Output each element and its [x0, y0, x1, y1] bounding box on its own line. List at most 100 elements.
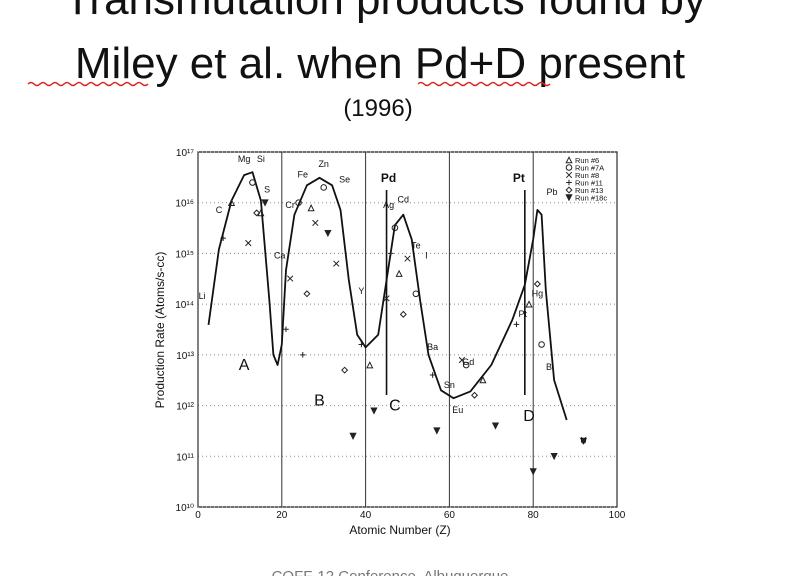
point — [579, 437, 588, 445]
point — [370, 407, 378, 415]
element-label: Zn — [318, 159, 329, 169]
point — [529, 468, 537, 476]
legend-label: Run #18c — [575, 194, 607, 203]
element-label: Sn — [444, 380, 455, 390]
point — [341, 366, 349, 374]
x-tick-label: 40 — [360, 510, 372, 521]
y-tick-label: 10¹¹ — [176, 452, 194, 463]
point — [227, 198, 236, 207]
point — [458, 356, 466, 364]
element-label: Pt — [518, 309, 527, 319]
region-label: D — [523, 408, 535, 425]
x-tick-label: 80 — [528, 510, 540, 521]
point — [479, 376, 487, 384]
point — [471, 391, 479, 399]
element-label: Eu — [452, 405, 463, 415]
element-label: Fe — [297, 169, 308, 179]
point — [387, 250, 394, 257]
point — [412, 290, 420, 298]
point — [249, 179, 256, 186]
element-label: Mg — [238, 154, 251, 164]
point — [550, 452, 558, 461]
element-label: Si — [257, 154, 265, 164]
y-tick-label: 10¹⁷ — [176, 148, 194, 159]
y-tick-label: 10¹⁵ — [175, 249, 194, 260]
point — [391, 224, 399, 232]
element-label: Ag — [383, 200, 394, 210]
reference-label: Pt — [513, 171, 525, 185]
point — [295, 199, 302, 207]
element-label: Te — [411, 240, 421, 250]
spell-underline — [417, 81, 551, 87]
element-label: S — [264, 185, 270, 195]
element-label: Pb — [547, 187, 558, 197]
element-label: U — [580, 436, 587, 446]
point — [383, 295, 390, 302]
y-tick-label: 10¹³ — [176, 351, 194, 362]
region-label: C — [389, 398, 401, 415]
element-label: Cr — [285, 200, 295, 210]
element-label: I — [425, 251, 428, 261]
slide-title: Miley et al. when Pd+D present — [75, 39, 685, 88]
point — [287, 275, 294, 282]
element-label: Ba — [427, 342, 438, 352]
element-label: Y — [358, 286, 364, 296]
slide-title: Transmutation products found by — [64, 0, 706, 24]
point — [404, 255, 411, 262]
point — [245, 239, 252, 247]
x-tick-label: 60 — [444, 510, 456, 521]
legend-label: Run #11 — [575, 179, 603, 188]
legend-label: Run #8 — [575, 171, 599, 180]
point — [349, 432, 357, 441]
point — [538, 341, 545, 348]
slide-footer: COFF-12 Conference, Albuquerque — [272, 568, 509, 576]
slide-subtitle: (1996) — [343, 95, 412, 122]
point — [565, 164, 573, 171]
point — [283, 326, 289, 333]
x-tick-label: 20 — [276, 510, 288, 521]
point — [307, 203, 315, 212]
point — [324, 229, 332, 238]
spell-underline — [27, 81, 149, 87]
x-axis-label: Atomic Number (Z) — [349, 523, 450, 537]
element-label: Li — [199, 291, 206, 301]
point — [565, 194, 573, 202]
point — [220, 235, 226, 241]
point — [565, 156, 573, 164]
point — [395, 269, 403, 277]
point — [299, 352, 306, 358]
point — [533, 280, 541, 288]
element-label: Hg — [532, 289, 544, 299]
point — [358, 341, 365, 348]
y-tick-label: 10¹² — [176, 402, 194, 413]
region-label: A — [239, 357, 250, 374]
element-label: C — [216, 205, 223, 215]
point — [303, 290, 311, 298]
reference-label: Pd — [381, 171, 396, 185]
x-tick-label: 0 — [195, 510, 201, 521]
point — [491, 422, 500, 430]
y-tick-label: 10¹⁴ — [175, 300, 194, 311]
y-tick-label: 10¹⁰ — [176, 503, 194, 514]
point — [525, 300, 533, 308]
point — [333, 260, 340, 267]
legend-label: Run #13 — [575, 186, 603, 195]
point — [462, 361, 470, 369]
region-label: B — [314, 393, 325, 410]
x-tick-label: 100 — [609, 510, 626, 521]
point — [366, 361, 374, 369]
element-label: Gd — [462, 357, 474, 367]
point — [565, 186, 573, 194]
element-label: Se — [339, 174, 350, 184]
y-tick-label: 10¹⁶ — [175, 199, 194, 210]
point — [433, 427, 441, 435]
element-label: Ca — [274, 251, 286, 261]
legend-label: Run #7A — [575, 164, 604, 173]
y-axis-label: Production Rate (Atoms/s-cc) — [153, 252, 167, 409]
point — [312, 219, 319, 227]
point — [253, 209, 261, 217]
point — [513, 321, 520, 328]
point — [429, 372, 436, 378]
